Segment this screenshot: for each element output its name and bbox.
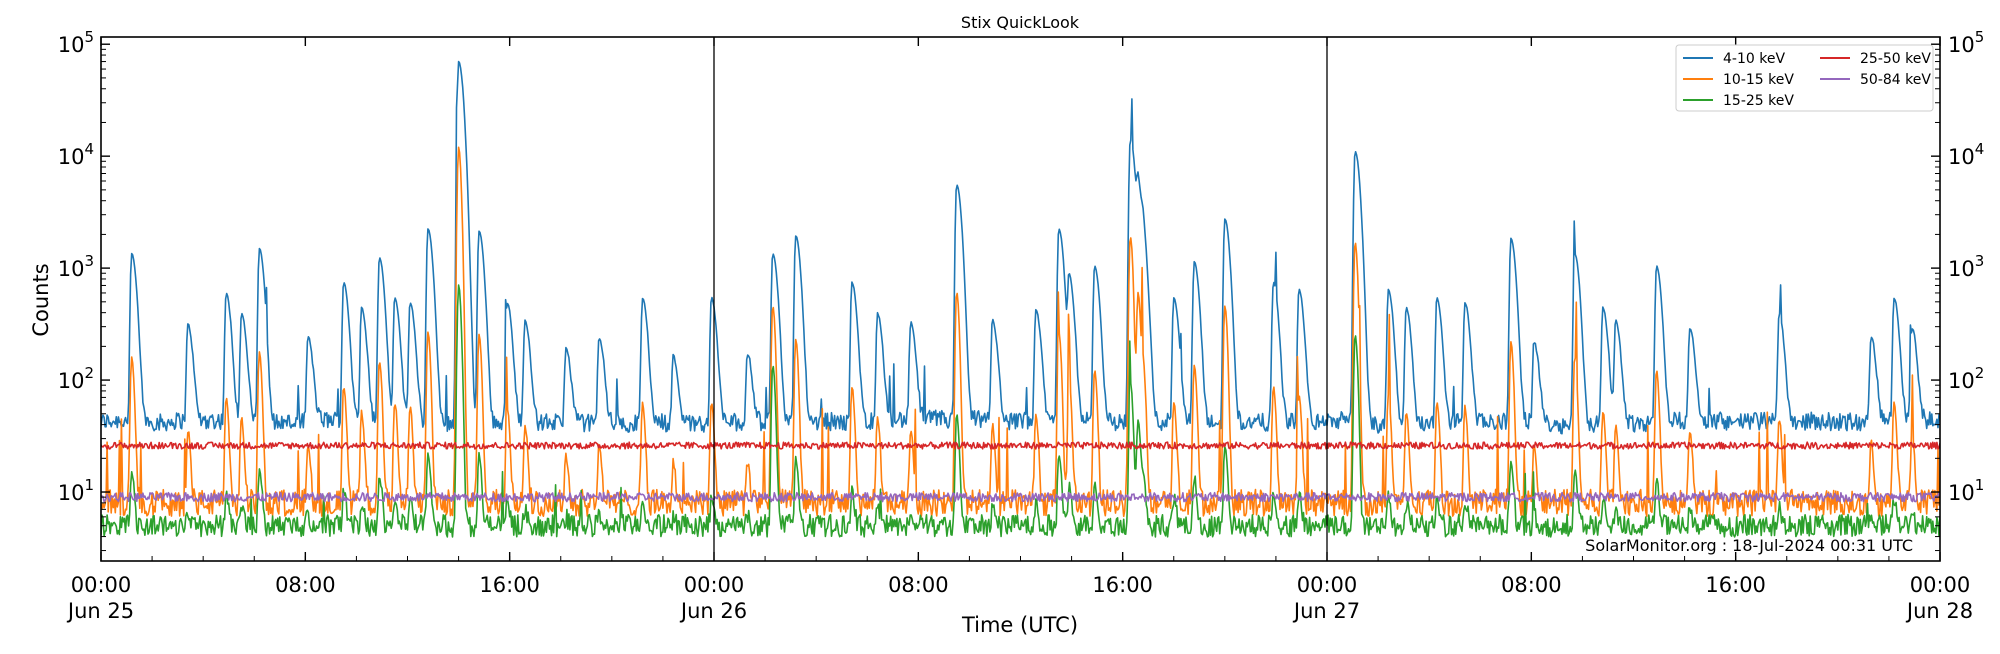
y-axis: 101 101 102 102 103 103 104 104 105 105 (58, 28, 1984, 552)
x-tick-label: 16:00 (1705, 573, 1766, 597)
annotation-text: SolarMonitor.org : 18-Jul-2024 00:31 UTC (1585, 536, 1913, 555)
day-separator-lines (713, 37, 1328, 561)
x-tick-date-label: Jun 27 (1292, 599, 1360, 623)
y-tick-label-right: 102 (1948, 364, 1984, 393)
legend-label: 25-50 keV (1860, 51, 1931, 67)
y-tick-label: 104 (58, 140, 94, 169)
legend: 4-10 keV 10-15 keV 15-25 keV 25-50 keV 50-84… (1675, 44, 1934, 112)
x-tick-label: 08:00 (888, 573, 949, 597)
x-tick-label: 16:00 (1092, 573, 1153, 597)
series-line-50-84-keV (101, 491, 1940, 503)
x-tick-label: 00:00 (71, 573, 132, 597)
y-tick-label-right: 103 (1948, 252, 1984, 281)
x-tick-label: 00:00 (1297, 573, 1358, 597)
x-tick-label: 16:00 (479, 573, 540, 597)
y-tick-label-right: 101 (1948, 476, 1984, 505)
x-tick-label: 00:00 (1910, 573, 1971, 597)
legend-label: 15-25 keV (1723, 93, 1794, 109)
x-tick-label: 00:00 (684, 573, 745, 597)
series-line-10-15-keV (101, 146, 1940, 518)
legend-label: 4-10 keV (1723, 51, 1785, 67)
x-tick-label: 08:00 (275, 573, 336, 597)
x-axis-label: Time (UTC) (961, 613, 1078, 637)
y-tick-label: 101 (58, 476, 94, 505)
legend-label: 50-84 keV (1860, 72, 1931, 88)
y-tick-label: 102 (58, 364, 94, 393)
series-line-25-50-keV (101, 441, 1940, 450)
y-tick-label-right: 105 (1948, 28, 1984, 57)
x-tick-label: 08:00 (1501, 573, 1562, 597)
y-axis-label: Counts (29, 263, 53, 336)
chart-title: Stix QuickLook (961, 13, 1080, 32)
y-tick-label: 103 (58, 252, 94, 281)
y-tick-label-right: 104 (1948, 140, 1984, 169)
x-tick-date-label: Jun 25 (66, 599, 134, 623)
y-tick-label: 105 (58, 28, 94, 57)
x-tick-date-label: Jun 26 (679, 599, 747, 623)
series-line-4-10-keV (101, 60, 1940, 435)
legend-label: 10-15 keV (1723, 72, 1794, 88)
series-layer (101, 60, 1940, 538)
series-line-15-25-keV (101, 284, 1940, 538)
x-tick-date-label: Jun 28 (1905, 599, 1973, 623)
